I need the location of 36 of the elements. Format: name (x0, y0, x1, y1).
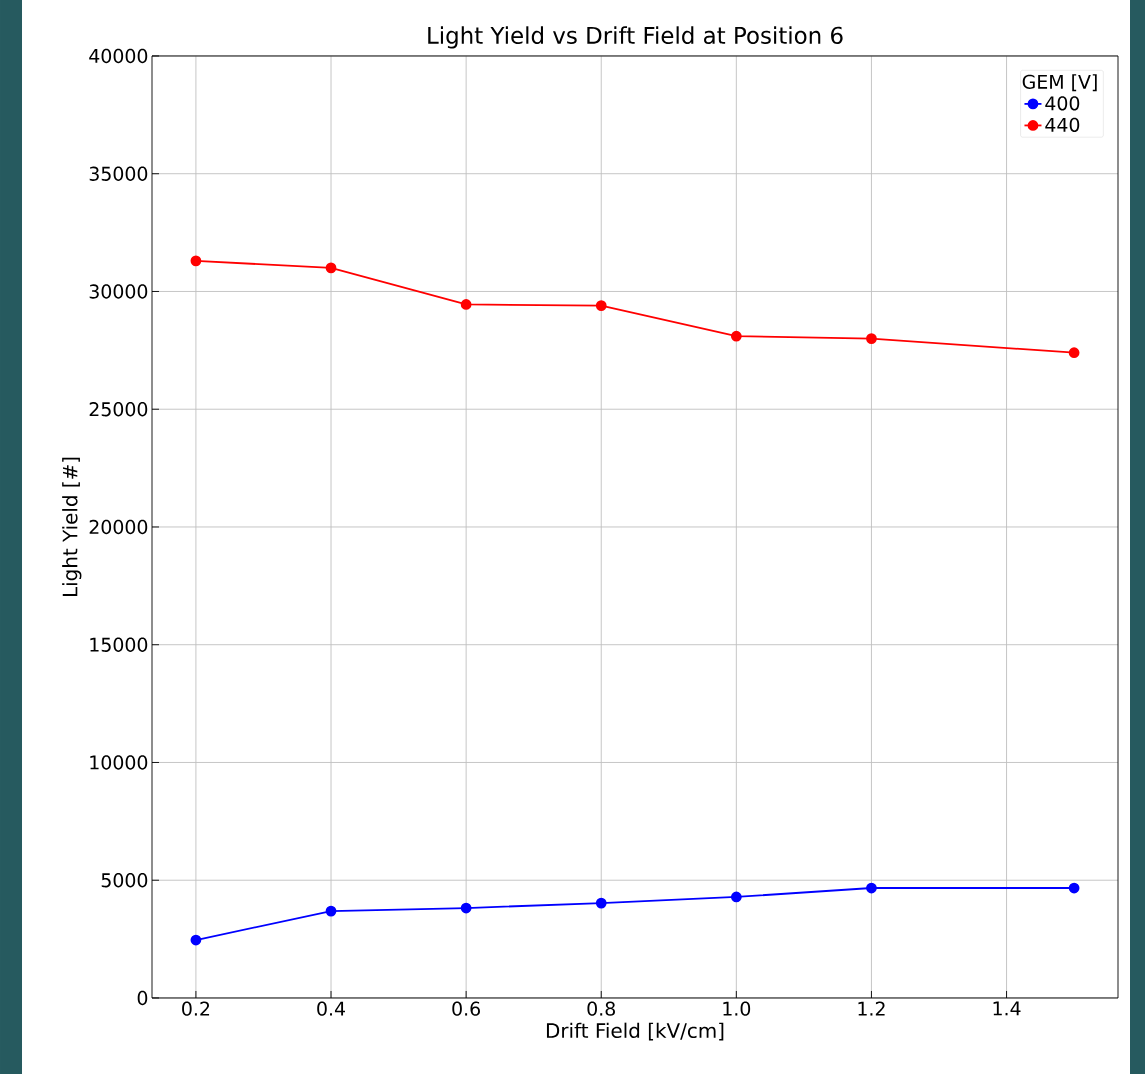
y-tick-label: 30000 (89, 284, 148, 299)
x-tick-label: 1.4 (993, 1001, 1021, 1016)
point (1068, 882, 1080, 894)
x-tick-label: 1.0 (723, 1001, 751, 1016)
y-tick-label: 35000 (89, 166, 148, 181)
y-tick-label: 10000 (90, 755, 148, 770)
point (190, 934, 202, 946)
y-tick-label: 40000 (89, 48, 148, 64)
legend-label: 440 (1045, 117, 1080, 132)
legend-label: 400 (1045, 96, 1080, 111)
x-tick-label: 0.6 (452, 1001, 480, 1016)
y-tick-label: 25000 (89, 402, 148, 417)
point (325, 262, 337, 274)
point (325, 905, 337, 917)
x-axis-title: Drift Field [kV/cm] (546, 1022, 724, 1041)
y-axis-title: Light Yield [#] (62, 457, 82, 597)
point (730, 330, 742, 342)
chart-title: Light Yield vs Drift Field at Position 6 (428, 26, 843, 49)
y-tick-label: 15000 (90, 637, 148, 652)
y-tick-label: 20000 (89, 519, 148, 535)
point (866, 333, 877, 344)
point (1068, 347, 1080, 359)
x-tick-label: 1.2 (858, 1001, 885, 1016)
x-tick-label: 0.4 (317, 1001, 345, 1016)
x-tick-label: 0.2 (182, 1001, 210, 1016)
point (460, 902, 472, 914)
point (730, 891, 742, 903)
point (866, 882, 877, 894)
y-tick-label: 5000 (101, 873, 148, 888)
point (190, 255, 202, 267)
point (595, 897, 607, 909)
legend-title: GEM [V] (1022, 74, 1097, 92)
y-tick-label: 0 (137, 990, 148, 1006)
point (595, 300, 607, 311)
x-tick-label: 0.8 (587, 1001, 615, 1016)
point (460, 299, 472, 310)
